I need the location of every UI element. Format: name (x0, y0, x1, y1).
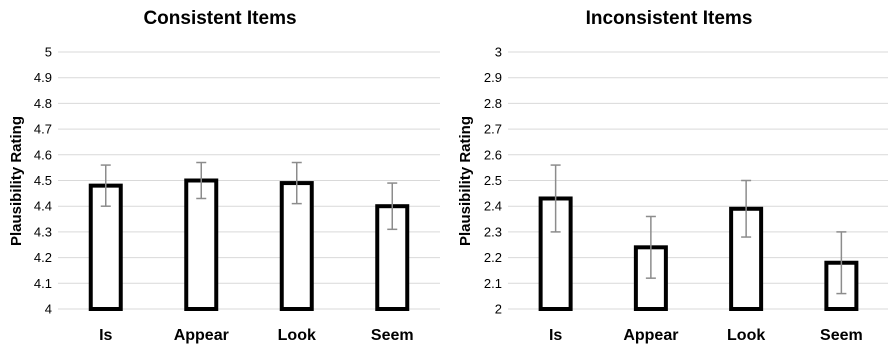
y-tick-label: 2.8 (484, 96, 502, 111)
y-tick-label: 2.7 (484, 122, 502, 137)
x-tick-label: Seem (371, 327, 414, 344)
y-tick-label: 2.5 (484, 173, 502, 188)
y-tick-label: 4.3 (34, 224, 52, 239)
error-bar (291, 161, 302, 205)
x-tick-label: Is (99, 327, 112, 344)
error-bar (387, 182, 398, 231)
error-bar (196, 161, 207, 200)
y-tick-label: 4.9 (34, 70, 52, 85)
y-tick-label: 2.4 (484, 199, 502, 214)
chart-title: Inconsistent Items (586, 8, 753, 29)
x-tick-label: Seem (820, 327, 863, 344)
x-tick-label: Appear (623, 327, 678, 344)
inconsistent-items-chart: Inconsistent Items Plausibility Rating 2… (457, 8, 888, 344)
consistent-items-chart: Consistent Items Plausibility Rating 4 4.… (8, 8, 440, 344)
y-tick-label: 2.9 (484, 70, 502, 85)
bar (184, 178, 219, 311)
error-bar (741, 179, 752, 238)
y-tick-label: 2.1 (484, 276, 502, 291)
y-tick-label: 2.2 (484, 250, 502, 265)
chart-title: Consistent Items (143, 8, 296, 29)
y-tick-label: 4.5 (34, 173, 52, 188)
error-bar (836, 231, 847, 295)
y-tick-label: 2 (495, 302, 502, 317)
y-tick-label: 2.3 (484, 224, 502, 239)
y-axis-label: Plausibility Rating (457, 116, 474, 246)
y-axis-label: Plausibility Rating (8, 116, 25, 246)
x-tick-label: Is (549, 327, 562, 344)
y-tick-label: 4.4 (34, 199, 52, 214)
x-tick-label: Look (278, 327, 316, 344)
error-bar (645, 215, 656, 279)
x-tick-label: Appear (174, 327, 229, 344)
y-tick-label: 3 (495, 45, 502, 60)
x-tick-label: Look (727, 327, 765, 344)
y-tick-label: 4 (45, 302, 52, 317)
y-tick-label: 4.7 (34, 122, 52, 137)
y-tick-label: 4.8 (34, 96, 52, 111)
error-bar (550, 164, 561, 233)
error-bar (100, 164, 111, 207)
y-tick-label: 2.6 (484, 147, 502, 162)
y-tick-label: 5 (45, 45, 52, 60)
y-tick-label: 4.1 (34, 276, 52, 291)
y-tick-label: 4.6 (34, 147, 52, 162)
y-tick-label: 4.2 (34, 250, 52, 265)
